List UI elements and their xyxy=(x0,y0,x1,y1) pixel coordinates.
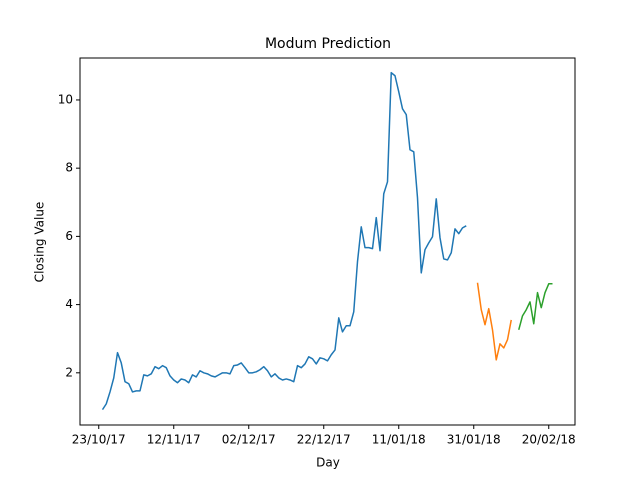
y-axis-label: Closing Value xyxy=(33,202,47,283)
y-tick-label: 10 xyxy=(58,92,73,106)
x-axis-label: Day xyxy=(316,456,340,470)
x-tick-label: 31/01/18 xyxy=(447,433,501,447)
x-tick-label: 12/11/17 xyxy=(147,433,201,447)
x-tick-label: 20/02/18 xyxy=(522,433,576,447)
y-tick-label: 8 xyxy=(65,161,73,175)
data-line xyxy=(101,71,467,411)
x-tick-label: 23/10/17 xyxy=(72,433,126,447)
x-tick-label: 02/12/17 xyxy=(222,433,276,447)
y-tick-label: 2 xyxy=(65,365,73,379)
x-tick-label: 11/01/18 xyxy=(372,433,426,447)
plot-frame xyxy=(79,57,576,426)
x-tick-label: 22/12/17 xyxy=(297,433,351,447)
data-line xyxy=(476,282,512,361)
chart-title: Modum Prediction xyxy=(265,36,391,52)
y-tick-label: 6 xyxy=(65,229,73,243)
data-line xyxy=(518,283,553,331)
y-tick-label: 4 xyxy=(65,297,73,311)
